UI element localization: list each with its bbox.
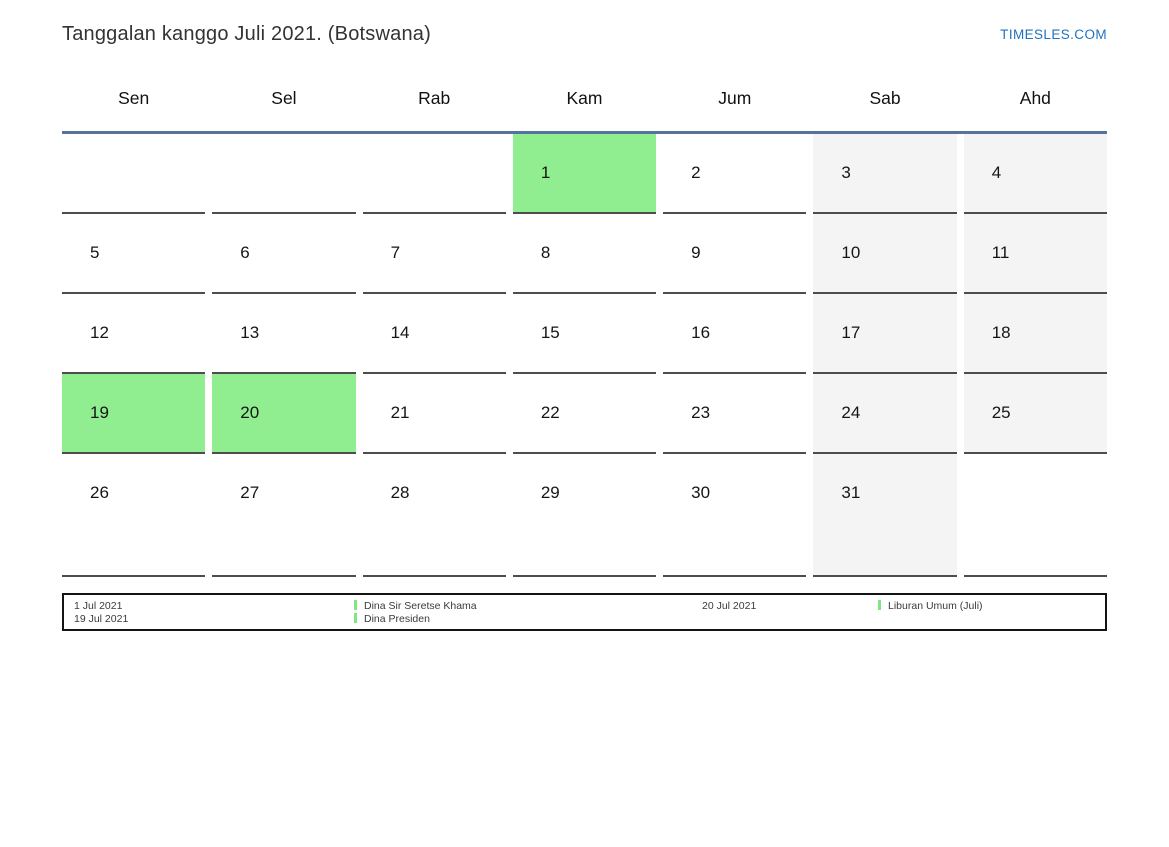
day-cell-20: 20 bbox=[212, 374, 356, 454]
day-cell-8: 8 bbox=[512, 214, 657, 294]
day-cell-11: 11 bbox=[963, 214, 1107, 294]
day-cell-17: 17 bbox=[813, 294, 957, 374]
calendar-grid: 1 2 3 4 5 6 7 8 9 10 11 12 13 14 15 16 17 18 19 20 21 22 23 24 2… bbox=[62, 134, 1107, 577]
day-number: 1 bbox=[540, 163, 551, 182]
empty-cell bbox=[963, 454, 1107, 577]
legend-date: 19 Jul 2021 bbox=[74, 613, 129, 625]
calendar-row-4: 19 20 21 22 23 24 25 bbox=[62, 374, 1107, 454]
legend-holiday-name: Dina Presiden bbox=[354, 613, 702, 626]
calendar-row-2: 5 6 7 8 9 10 11 bbox=[62, 214, 1107, 294]
day-cell-23: 23 bbox=[663, 374, 807, 454]
legend-holidays-column-2: Dina Sir Seretse Khama Dina Presiden bbox=[354, 600, 702, 626]
day-cell-24: 24 bbox=[813, 374, 957, 454]
day-number: 20 bbox=[240, 403, 260, 422]
day-number: 10 bbox=[841, 243, 861, 262]
day-number: 9 bbox=[691, 243, 701, 262]
day-number: 23 bbox=[691, 403, 711, 422]
legend-box: 1 Jul 2021 19 Jul 2021 Dina Sir Seretse Kh… bbox=[62, 593, 1107, 631]
day-number: 6 bbox=[240, 243, 250, 262]
day-number: 15 bbox=[540, 323, 560, 342]
day-cell-3: 3 bbox=[813, 134, 957, 214]
empty-cell bbox=[212, 134, 356, 214]
holiday-marker-bar bbox=[354, 613, 357, 623]
day-number: 3 bbox=[841, 163, 851, 182]
empty-cell bbox=[362, 134, 506, 214]
day-number: 22 bbox=[540, 403, 560, 422]
weekday-header-sel: Sel bbox=[271, 88, 297, 108]
day-cell-1: 1 bbox=[512, 134, 657, 214]
day-cell-27: 27 bbox=[212, 454, 356, 577]
day-number: 17 bbox=[841, 323, 861, 342]
day-number: 21 bbox=[390, 403, 410, 422]
page-header: Tanggalan kanggo Juli 2021. (Botswana) T… bbox=[62, 20, 1107, 48]
weekday-header-ahd: Ahd bbox=[1019, 88, 1051, 108]
day-cell-6: 6 bbox=[212, 214, 356, 294]
calendar-page: Tanggalan kanggo Juli 2021. (Botswana) T… bbox=[62, 20, 1107, 631]
day-cell-22: 22 bbox=[512, 374, 657, 454]
day-number: 13 bbox=[240, 323, 260, 342]
day-number: 25 bbox=[991, 403, 1011, 422]
day-cell-2: 2 bbox=[663, 134, 807, 214]
day-number: 19 bbox=[90, 403, 109, 422]
weekday-underline bbox=[62, 131, 1107, 134]
legend-holidays-column-4: Liburan Umum (Juli) bbox=[878, 600, 983, 613]
day-number: 5 bbox=[90, 243, 100, 262]
day-number: 26 bbox=[90, 483, 109, 502]
day-cell-29: 29 bbox=[512, 454, 657, 577]
day-number: 27 bbox=[240, 483, 260, 502]
day-number: 24 bbox=[841, 403, 861, 422]
day-cell-15: 15 bbox=[512, 294, 657, 374]
day-cell-5: 5 bbox=[62, 214, 206, 294]
legend-dates-column-3: 20 Jul 2021 bbox=[702, 600, 878, 613]
legend-holiday-name: Dina Sir Seretse Khama bbox=[354, 600, 702, 613]
day-number: 7 bbox=[390, 243, 401, 262]
calendar-row-3: 12 13 14 15 16 17 18 bbox=[62, 294, 1107, 374]
day-cell-18: 18 bbox=[963, 294, 1107, 374]
day-number: 29 bbox=[540, 483, 560, 502]
weekday-header-sen: Sen bbox=[118, 88, 150, 108]
day-cell-25: 25 bbox=[963, 374, 1107, 454]
day-number: 30 bbox=[691, 483, 711, 502]
holiday-marker-bar bbox=[354, 600, 357, 610]
day-cell-19: 19 bbox=[62, 374, 206, 454]
day-number: 28 bbox=[390, 483, 410, 502]
day-number: 31 bbox=[841, 483, 861, 502]
calendar-row-1: 1 2 3 4 bbox=[62, 134, 1107, 214]
weekday-header-rab: Rab bbox=[418, 88, 451, 108]
day-number: 16 bbox=[691, 323, 711, 342]
day-cell-21: 21 bbox=[362, 374, 506, 454]
day-number: 12 bbox=[90, 323, 109, 342]
day-cell-31: 31 bbox=[813, 454, 957, 577]
day-number: 11 bbox=[991, 243, 1010, 262]
weekday-header-sab: Sab bbox=[869, 88, 901, 108]
brand-link[interactable]: TIMESLES.COM bbox=[1000, 26, 1107, 42]
legend-dates-column-1: 1 Jul 2021 19 Jul 2021 bbox=[74, 600, 354, 626]
day-number: 14 bbox=[390, 323, 410, 342]
day-cell-28: 28 bbox=[362, 454, 506, 577]
day-cell-16: 16 bbox=[663, 294, 807, 374]
day-cell-10: 10 bbox=[813, 214, 957, 294]
day-cell-26: 26 bbox=[62, 454, 206, 577]
day-number: 2 bbox=[691, 163, 701, 182]
empty-cell bbox=[62, 134, 206, 214]
day-cell-12: 12 bbox=[62, 294, 206, 374]
weekday-row: Sen Sel Rab Kam Jum Sab Ahd bbox=[62, 86, 1107, 131]
day-number: 4 bbox=[991, 163, 1002, 182]
weekday-header-jum: Jum bbox=[718, 88, 752, 108]
day-cell-7: 7 bbox=[362, 214, 506, 294]
day-number: 18 bbox=[991, 323, 1011, 342]
legend-date: 1 Jul 2021 bbox=[74, 600, 123, 612]
holiday-marker-bar bbox=[878, 600, 881, 610]
weekday-header-kam: Kam bbox=[566, 88, 603, 108]
day-cell-4: 4 bbox=[963, 134, 1107, 214]
day-number: 8 bbox=[540, 243, 551, 262]
day-cell-14: 14 bbox=[362, 294, 506, 374]
page-title: Tanggalan kanggo Juli 2021. (Botswana) bbox=[62, 22, 431, 45]
day-cell-13: 13 bbox=[212, 294, 356, 374]
day-cell-30: 30 bbox=[663, 454, 807, 577]
calendar-row-5: 26 27 28 29 30 31 bbox=[62, 454, 1107, 577]
day-cell-9: 9 bbox=[663, 214, 807, 294]
legend-holiday-name: Liburan Umum (Juli) bbox=[878, 600, 983, 613]
legend-date: 20 Jul 2021 bbox=[702, 600, 757, 612]
